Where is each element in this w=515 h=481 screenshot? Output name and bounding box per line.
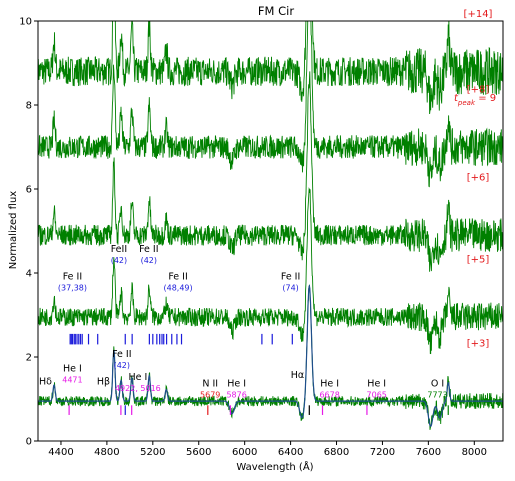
line-annotation-sub: 7773 — [427, 390, 447, 399]
line-annotation: Fe II — [168, 271, 187, 282]
y-tick-label: 4 — [26, 269, 32, 280]
spectra-group — [38, 21, 503, 430]
line-annotation-sub: (42) — [141, 256, 157, 265]
x-tick-label: 6800 — [324, 447, 349, 458]
spectrum-line — [38, 284, 503, 430]
line-annotation: He I — [128, 372, 147, 383]
y-tick-label: 2 — [26, 353, 32, 364]
line-annotation-sub: (42) — [111, 256, 127, 265]
y-tick-label: 8 — [26, 101, 32, 112]
y-axis-label: Normalized flux — [8, 191, 19, 270]
offset-label: [+3] — [467, 339, 490, 350]
line-annotation: He I — [320, 378, 339, 389]
x-tick-label: 4400 — [48, 447, 73, 458]
y-tick-label: 0 — [26, 437, 32, 448]
line-annotation: N II — [202, 378, 218, 389]
line-annotation: FeII — [111, 244, 127, 255]
line-annotation-sub: 5876 — [226, 390, 246, 399]
tpeak-t: t — [454, 93, 459, 104]
x-tick-label: 7600 — [416, 447, 441, 458]
offset-label: [+5] — [467, 255, 490, 266]
plot-frame — [37, 20, 504, 442]
x-tick-label: 8000 — [462, 447, 487, 458]
line-annotation: Fe II — [112, 349, 131, 360]
line-annotation-sub: (42) — [114, 361, 130, 370]
annotations: [+14][+8][+6][+5][+3]tpeak = 9Fe II(37,3… — [39, 9, 496, 415]
axes: 4400 4800 5200 5600 6000 6400 6800 7200 7600 8000… — [19, 17, 487, 459]
hydrogen-label: Hδ — [39, 376, 52, 387]
y-tick-label: 10 — [19, 17, 32, 28]
y-tick-label: 6 — [26, 185, 32, 196]
tpeak-sub: peak — [457, 99, 476, 107]
line-annotation: Fe II — [281, 271, 300, 282]
line-annotation-sub: 4471 — [62, 376, 82, 385]
line-annotation-sub: 4922, 5016 — [115, 384, 161, 393]
x-tick-label: 7200 — [370, 447, 395, 458]
offset-label: [+14] — [464, 9, 493, 20]
tpeak-label: tpeak = 9 — [454, 93, 496, 107]
chart-title: FM Cir — [258, 4, 294, 18]
offset-label: [+8] — [467, 84, 490, 95]
line-annotation-sub: (74) — [282, 283, 298, 292]
line-annotation: He I — [63, 364, 82, 375]
line-annotation: Fe II — [139, 244, 158, 255]
line-annotation-sub: 5679 — [200, 390, 220, 399]
line-annotation-sub: (48,49) — [163, 283, 192, 292]
line-annotation-sub: 6678 — [319, 390, 339, 399]
line-annotation: He I — [227, 378, 246, 389]
hydrogen-label: Hβ — [97, 376, 110, 387]
x-tick-label: 6000 — [232, 447, 257, 458]
spectrum-line — [38, 187, 503, 355]
line-annotation: He I — [367, 378, 386, 389]
line-annotation: Fe II — [63, 271, 82, 282]
spectrum-line — [38, 21, 503, 115]
x-axis-label: Wavelength (Å) — [236, 460, 313, 473]
x-tick-label: 6400 — [278, 447, 303, 458]
line-annotation: O I — [431, 378, 444, 389]
plot-area — [38, 21, 503, 430]
x-tick-label: 5200 — [140, 447, 165, 458]
model-line — [38, 283, 503, 428]
spectrum-line — [38, 71, 503, 272]
x-tick-label: 5600 — [186, 447, 211, 458]
x-tick-label: 4800 — [94, 447, 119, 458]
line-annotation-sub: 7065 — [367, 390, 387, 399]
hydrogen-label: Hα — [291, 370, 304, 381]
spectrum-line — [38, 21, 503, 188]
line-annotation-sub: (37,38) — [58, 283, 87, 292]
offset-label: [+6] — [467, 173, 490, 184]
tpeak-rest: = 9 — [475, 93, 496, 104]
